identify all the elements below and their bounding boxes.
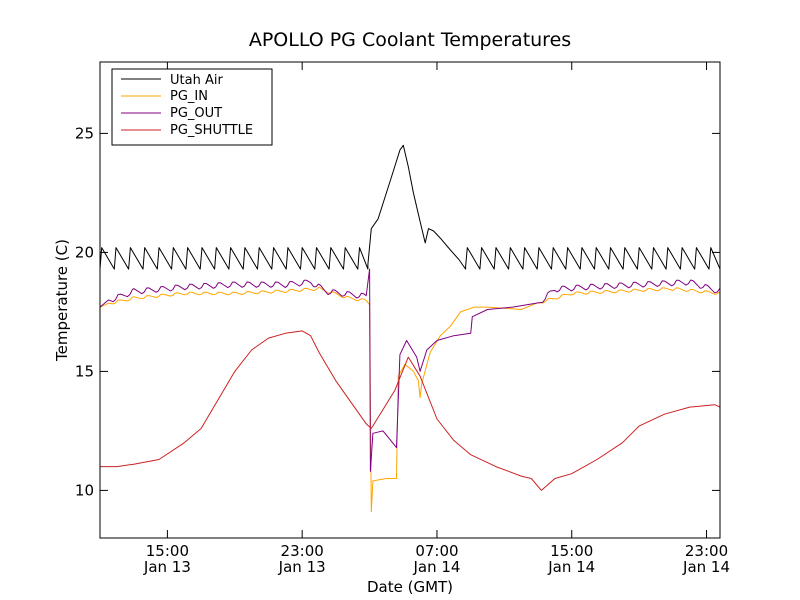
x-tick-label-date: Jan 13	[143, 558, 191, 576]
x-tick-label-date: Jan 14	[547, 558, 595, 576]
x-tick-label-time: 15:00	[146, 542, 189, 560]
legend: Utah Air PG_IN PG_OUT PG_SHUTTLE	[111, 68, 273, 146]
x-tick-label-date: Jan 14	[682, 558, 730, 576]
x-tick-label-time: 07:00	[415, 542, 458, 560]
y-tick-label: 15	[75, 362, 94, 380]
y-tick-label: 25	[75, 124, 94, 142]
legend-box	[111, 68, 273, 146]
y-tick-label: 20	[75, 243, 94, 261]
y-tick-label: 10	[75, 481, 94, 499]
chart-title: APOLLO PG Coolant Temperatures	[249, 29, 571, 51]
series-line-pg-out	[99, 268, 721, 472]
series-line-pg-shuttle	[100, 330, 721, 491]
y-axis-title: Temperature (C)	[53, 239, 71, 362]
series-layer	[99, 144, 721, 513]
x-axis-title: Date (GMT)	[367, 578, 453, 596]
x-tick-label-time: 15:00	[550, 542, 593, 560]
x-tick-label-date: Jan 14	[412, 558, 460, 576]
series-line-pg-in	[99, 286, 721, 513]
legend-label-pg-shuttle: PG_SHUTTLE	[170, 123, 253, 138]
x-tick-label-date: Jan 13	[278, 558, 326, 576]
series-line-utah-air	[99, 144, 721, 270]
legend-label-pg-out: PG_OUT	[170, 106, 222, 121]
legend-label-pg-in: PG_IN	[170, 89, 208, 104]
legend-label-utah-air: Utah Air	[170, 73, 223, 88]
x-tick-label-time: 23:00	[281, 542, 324, 560]
plot-frame	[99, 61, 721, 539]
x-tick-label-time: 23:00	[685, 542, 728, 560]
